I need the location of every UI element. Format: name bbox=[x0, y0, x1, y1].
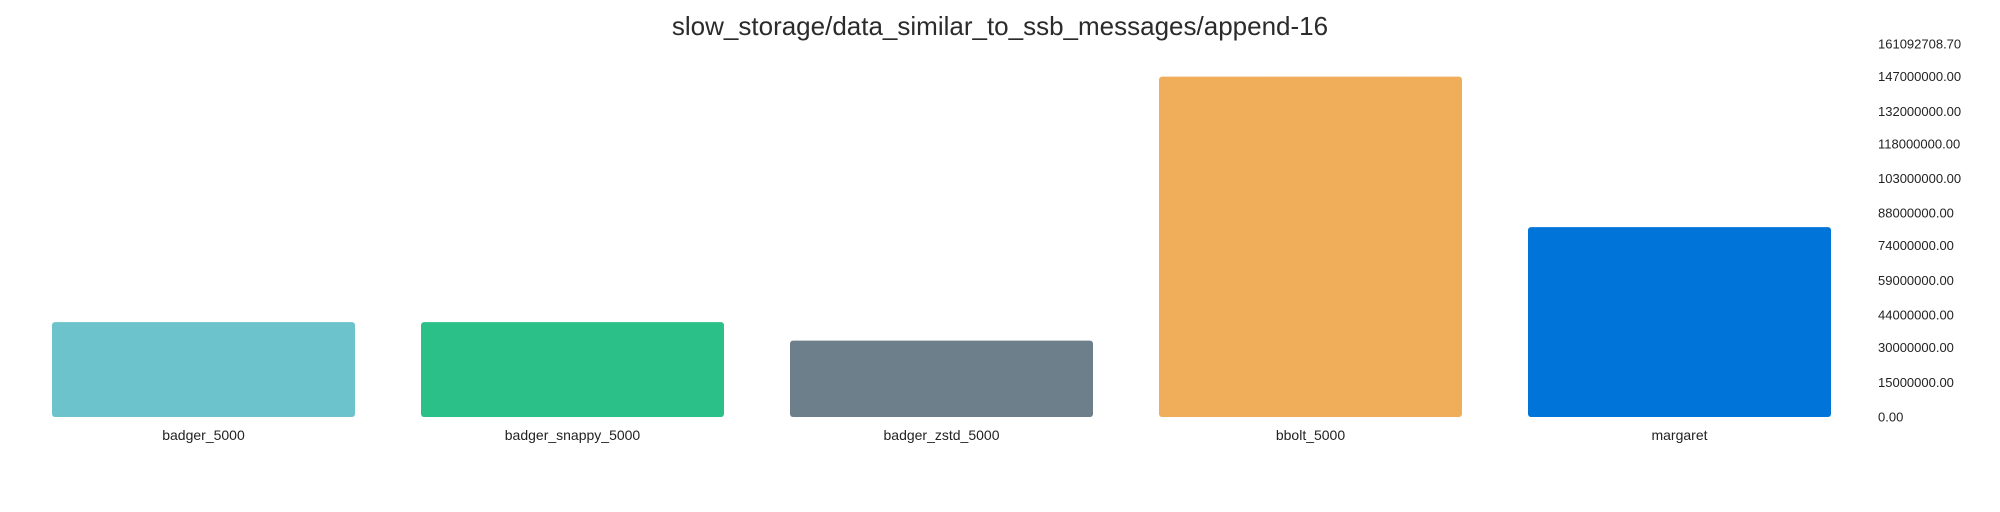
category-label-bbolt-5000: bbolt_5000 bbox=[1276, 427, 1346, 443]
y-tick-label: 0.00 bbox=[1878, 410, 1903, 425]
y-tick-label: 15000000.00 bbox=[1878, 375, 1954, 390]
category-label-badger-snappy-5000: badger_snappy_5000 bbox=[505, 427, 641, 443]
y-tick-label: 44000000.00 bbox=[1878, 308, 1954, 323]
bars-layer bbox=[52, 76, 1831, 418]
chart-title: slow_storage/data_similar_to_ssb_message… bbox=[672, 11, 1328, 41]
y-tick-label: 132000000.00 bbox=[1878, 104, 1961, 119]
category-label-margaret: margaret bbox=[1651, 427, 1707, 443]
bar-bbolt-5000 bbox=[1159, 76, 1462, 418]
y-tick-label: 103000000.00 bbox=[1878, 171, 1961, 186]
bar-badger-zstd-5000 bbox=[790, 340, 1093, 417]
bar-badger-5000 bbox=[52, 322, 355, 417]
y-tick-label: 74000000.00 bbox=[1878, 238, 1954, 253]
y-tick-label: 147000000.00 bbox=[1878, 69, 1961, 84]
y-tick-label: 30000000.00 bbox=[1878, 340, 1954, 355]
y-tick-label: 161092708.70 bbox=[1878, 37, 1961, 52]
y-tick-label: 118000000.00 bbox=[1878, 136, 1960, 151]
bar-badger-snappy-5000 bbox=[421, 322, 724, 417]
y-tick-label: 59000000.00 bbox=[1878, 273, 1954, 288]
y-tick-label: 88000000.00 bbox=[1878, 206, 1954, 221]
category-labels: badger_5000 badger_snappy_5000 badger_zstd… bbox=[162, 427, 1707, 443]
category-label-badger-zstd-5000: badger_zstd_5000 bbox=[884, 427, 1000, 443]
bar-margaret bbox=[1528, 227, 1831, 417]
y-axis-tick-labels: 0.00 15000000.00 30000000.00 44000000.00 590… bbox=[1878, 37, 1961, 425]
category-label-badger-5000: badger_5000 bbox=[162, 427, 245, 443]
